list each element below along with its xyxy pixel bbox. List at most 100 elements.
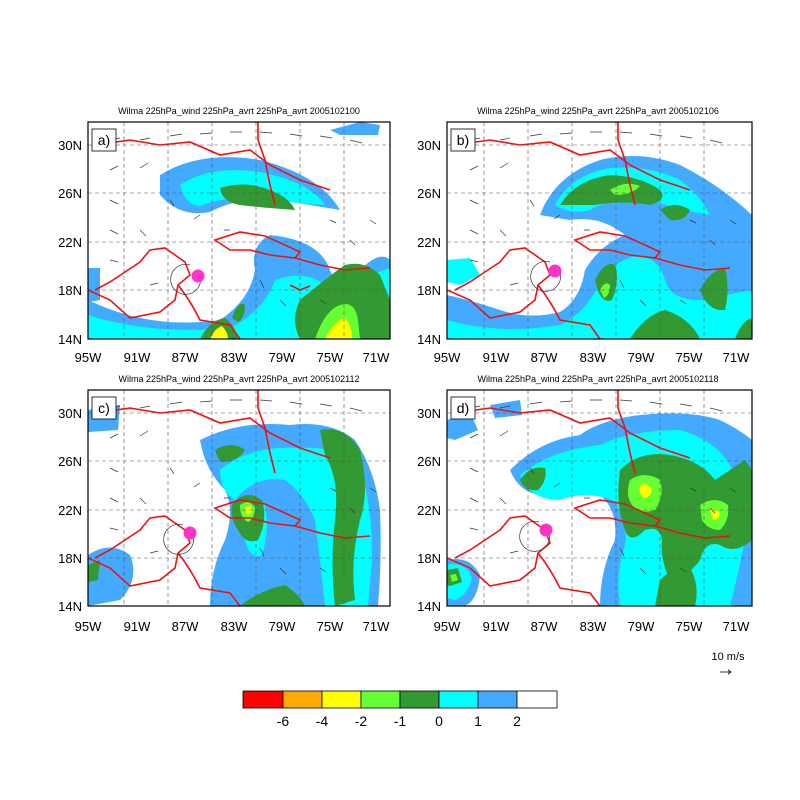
y-tick-label: 14N	[417, 599, 441, 614]
map-area	[447, 390, 752, 606]
y-tick-label: 22N	[58, 503, 82, 518]
grid-lines	[447, 122, 752, 339]
panel-d-xticks: 95W 91W 87W 83W 79W 75W 71W	[434, 619, 750, 634]
map-area	[88, 122, 390, 339]
colorbar-label: -4	[316, 713, 329, 729]
x-tick-label: 83W	[580, 350, 607, 365]
colorbar-swatch	[242, 690, 284, 709]
x-tick-label: 91W	[124, 350, 151, 365]
panel-a-yticks: 30N 26N 22N 18N 14N	[58, 138, 82, 347]
x-tick-label: 75W	[676, 350, 703, 365]
x-tick-label: 83W	[221, 350, 248, 365]
y-tick-label: 30N	[58, 138, 82, 153]
x-tick-label: 95W	[75, 619, 102, 634]
vorticity-contours	[88, 122, 390, 339]
axis-labels: 30N 26N 22N 18N 14N 30N 26N 22N 18N 14N …	[58, 138, 750, 634]
map-frame	[87, 121, 391, 340]
panel-c-yticks: 30N 26N 22N 18N 14N	[58, 406, 82, 614]
x-tick-label: 71W	[723, 619, 750, 634]
colorbar-swatch	[438, 690, 479, 709]
colorbar: -6 -4 -2 -1 0 1 2	[242, 690, 558, 729]
panel-title: Wilma 225hPa_wind 225hPa_avrt 225hPa_avr…	[477, 374, 718, 384]
x-tick-label: 75W	[317, 350, 344, 365]
x-tick-label: 71W	[363, 619, 390, 634]
x-tick-label: 79W	[628, 350, 655, 365]
x-tick-label: 79W	[269, 350, 296, 365]
x-tick-label: 95W	[434, 619, 461, 634]
x-tick-label: 83W	[221, 619, 248, 634]
y-tick-label: 30N	[417, 406, 441, 421]
map-area	[447, 122, 752, 339]
storm-center-marker	[548, 264, 562, 278]
reference-vector: 10 m/s	[711, 651, 745, 675]
grid-lines	[88, 390, 390, 606]
y-tick-label: 18N	[58, 283, 82, 298]
grid-lines	[447, 390, 752, 606]
map-frame	[446, 389, 753, 607]
panel-title: Wilma 225hPa_wind 225hPa_avrt 225hPa_avr…	[118, 106, 360, 116]
y-tick-label: 26N	[58, 454, 82, 469]
panel-a-xticks: 95W 91W 87W 83W 79W 75W 71W	[75, 350, 390, 365]
map-frame	[446, 121, 753, 340]
wind-vectors	[469, 399, 737, 575]
x-tick-label: 83W	[580, 619, 607, 634]
colorbar-label: -2	[355, 713, 368, 729]
y-tick-label: 22N	[417, 235, 441, 250]
colorbar-swatch	[477, 690, 518, 709]
panel-c: Wilma 225hPa_wind 225hPa_avrt 225hPa_avr…	[87, 374, 391, 607]
x-tick-label: 87W	[172, 619, 199, 634]
storm-center-marker	[183, 526, 197, 540]
x-tick-label: 87W	[172, 350, 199, 365]
x-tick-label: 79W	[628, 619, 655, 634]
y-tick-label: 30N	[417, 138, 441, 153]
wind-vectors	[109, 399, 377, 575]
colorbar-swatch	[321, 690, 362, 709]
x-tick-label: 75W	[676, 619, 703, 634]
x-tick-label: 95W	[434, 350, 461, 365]
x-tick-label: 91W	[483, 619, 510, 634]
panel-b-xticks: 95W 91W 87W 83W 79W 75W 71W	[434, 350, 750, 365]
colorbar-swatch	[360, 690, 401, 709]
colorbar-label: -1	[394, 713, 407, 729]
y-tick-label: 26N	[417, 454, 441, 469]
x-tick-label: 71W	[723, 350, 750, 365]
y-tick-label: 14N	[58, 332, 82, 347]
panel-b: Wilma 225hPa_wind 225hPa_avrt 225hPa_avr…	[446, 106, 753, 340]
x-tick-label: 87W	[531, 350, 558, 365]
vorticity-contours	[447, 156, 752, 339]
colorbar-label: 2	[513, 713, 521, 729]
y-tick-label: 26N	[58, 186, 82, 201]
x-tick-label: 95W	[75, 350, 102, 365]
colorbar-label: 1	[474, 713, 482, 729]
reference-vector-label: 10 m/s	[711, 651, 745, 663]
x-tick-label: 87W	[531, 619, 558, 634]
y-tick-label: 14N	[417, 332, 441, 347]
panel-b-yticks: 30N 26N 22N 18N 14N	[417, 138, 441, 347]
x-tick-label: 79W	[269, 619, 296, 634]
coastline	[447, 390, 731, 606]
vorticity-contours	[447, 400, 752, 606]
panel-a: Wilma 225hPa_wind 225hPa_avrt 225hPa_avr…	[87, 106, 391, 340]
colorbar-label: 0	[435, 713, 443, 729]
y-tick-label: 26N	[417, 186, 441, 201]
x-tick-label: 91W	[124, 619, 151, 634]
panel-d: Wilma 225hPa_wind 225hPa_avrt 225hPa_avr…	[446, 374, 753, 607]
map-frame	[87, 389, 391, 607]
panel-c-xticks: 95W 91W 87W 83W 79W 75W 71W	[75, 619, 390, 634]
panel-title: Wilma 225hPa_wind 225hPa_avrt 225hPa_avr…	[118, 374, 359, 384]
y-tick-label: 22N	[417, 503, 441, 518]
y-tick-label: 22N	[58, 235, 82, 250]
y-tick-label: 18N	[417, 283, 441, 298]
storm-center-marker	[539, 523, 553, 537]
coastline	[447, 122, 731, 339]
colorbar-label: -6	[277, 713, 290, 729]
x-tick-label: 91W	[483, 350, 510, 365]
grid-lines	[88, 122, 390, 339]
panel-label: b)	[457, 132, 469, 148]
x-tick-label: 75W	[317, 619, 344, 634]
panel-d-yticks: 30N 26N 22N 18N 14N	[417, 406, 441, 614]
map-area	[88, 390, 390, 606]
colorbar-swatch	[399, 690, 440, 709]
panel-label: a)	[98, 132, 110, 148]
